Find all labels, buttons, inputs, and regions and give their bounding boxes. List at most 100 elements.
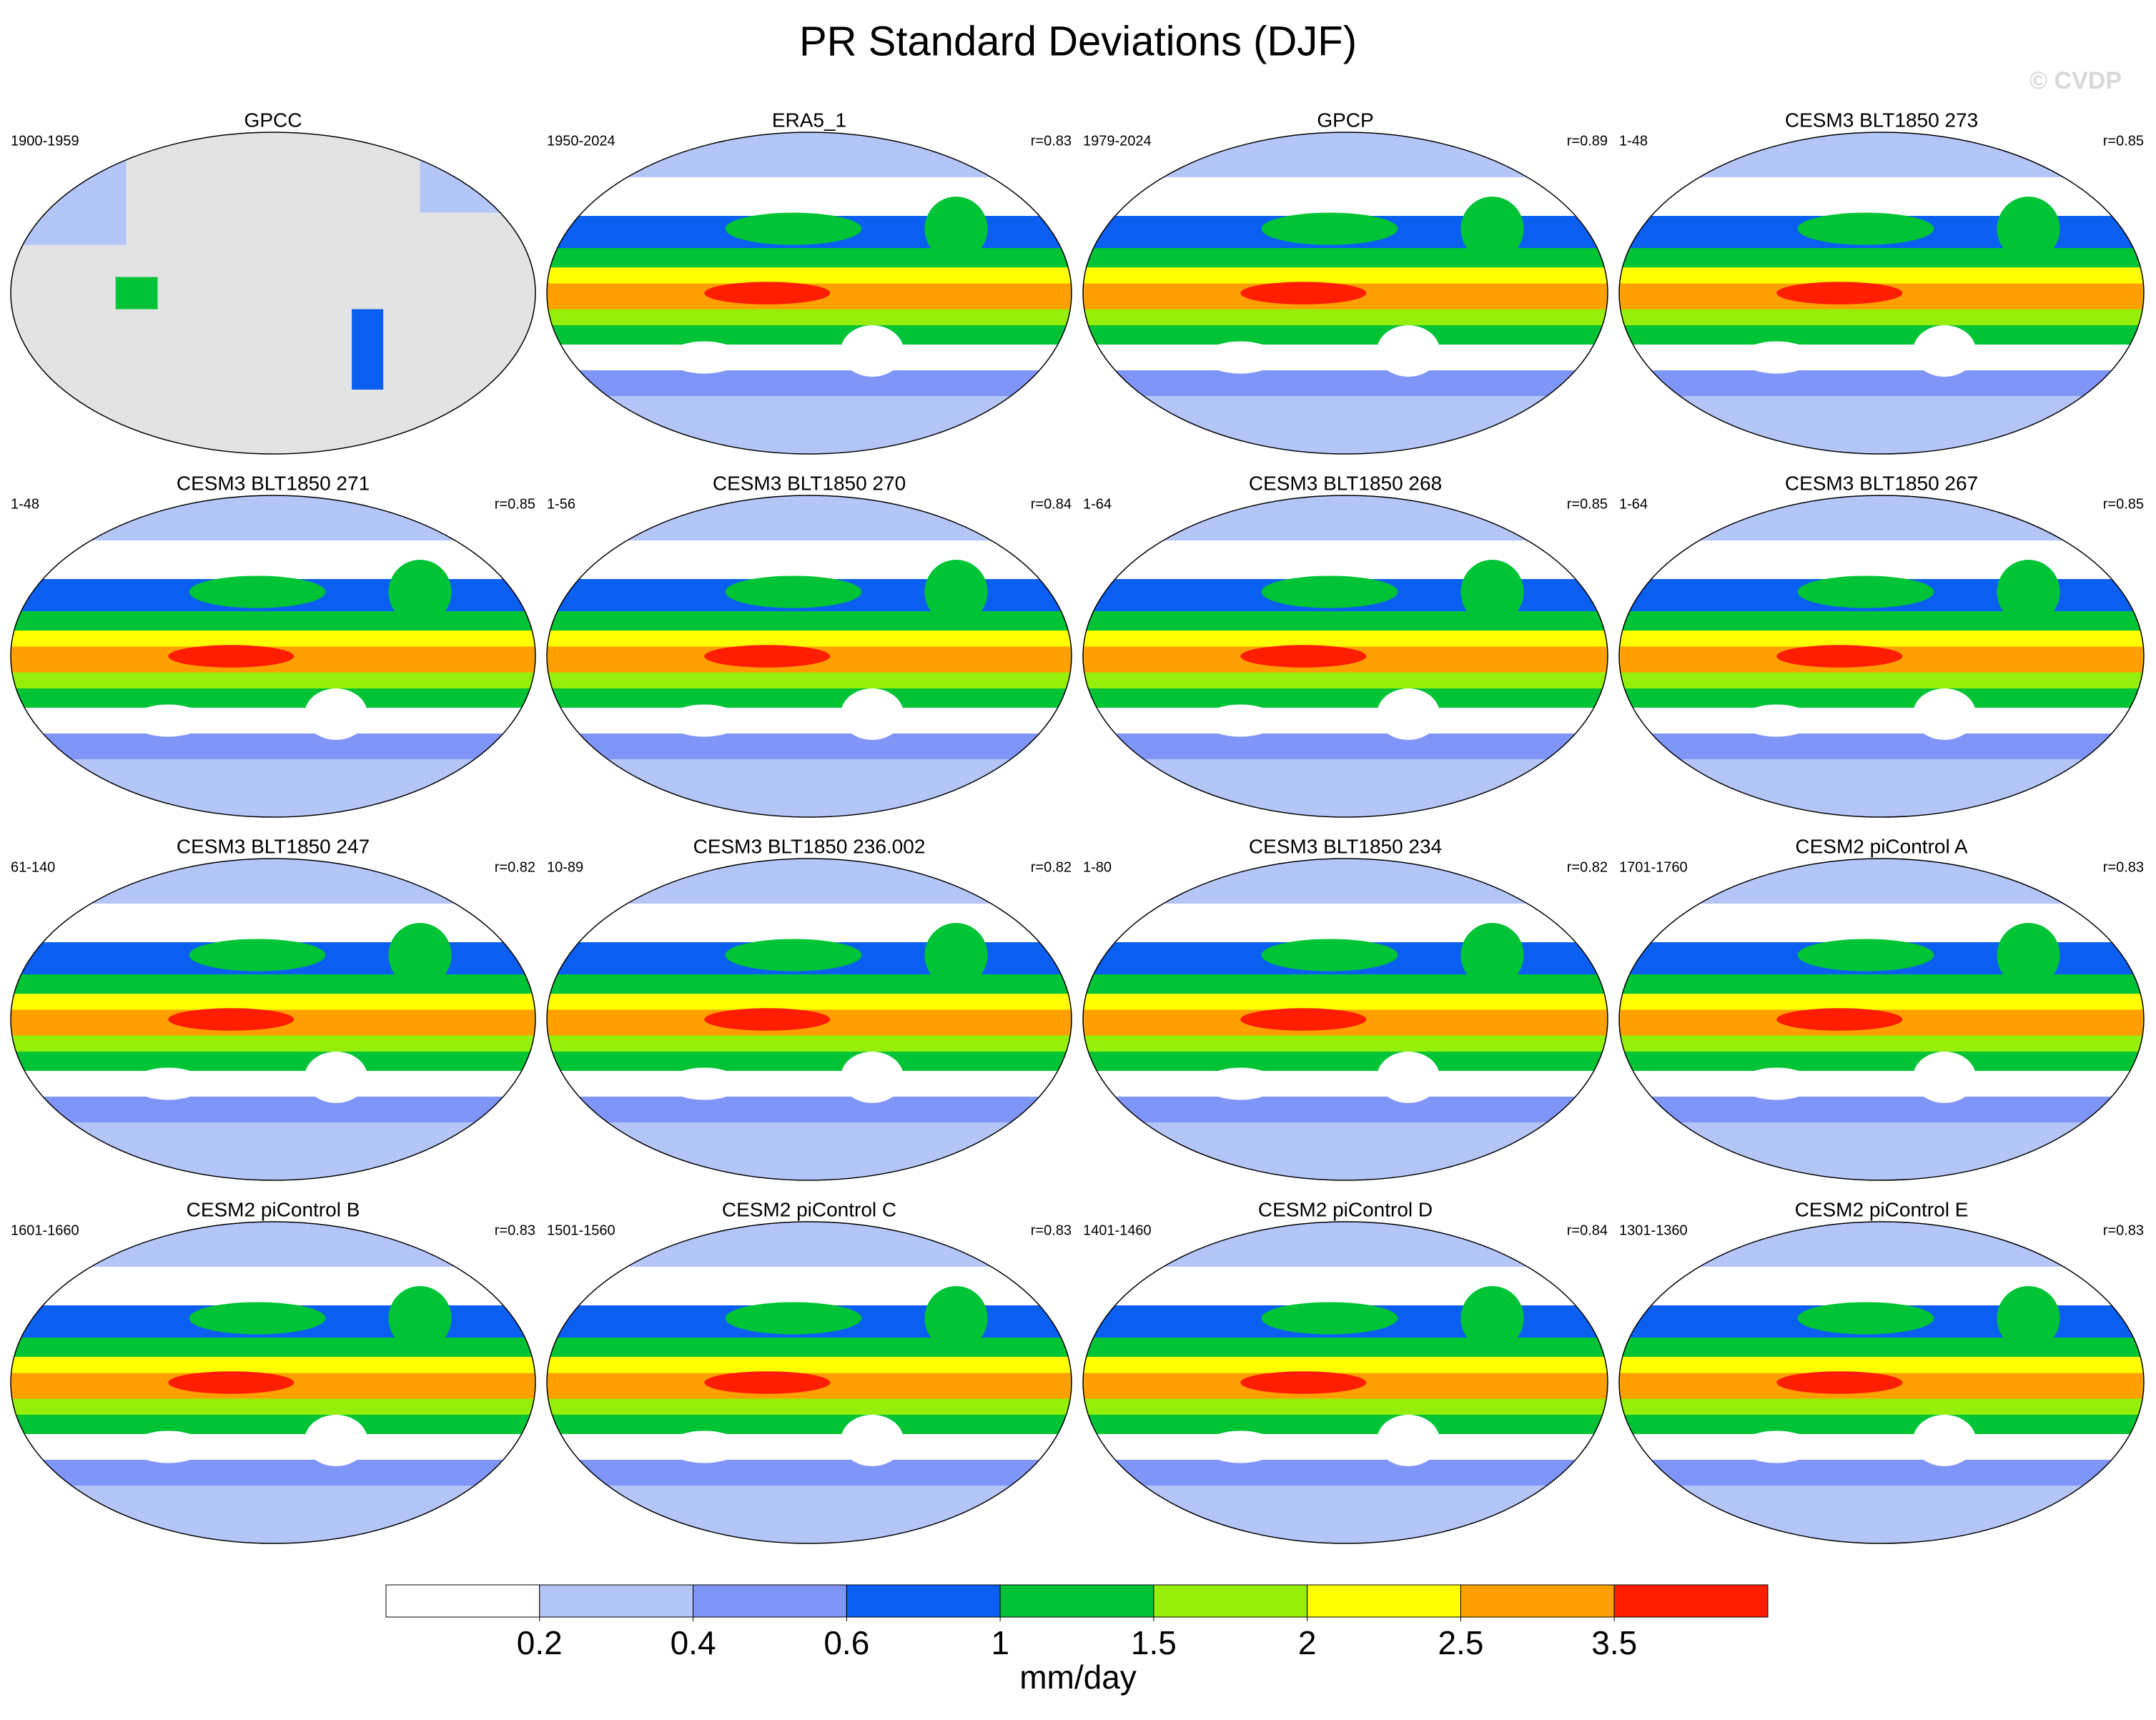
map-band [547,309,1072,325]
map-feature [189,939,326,972]
map-band [1083,904,1608,942]
map-band [1619,1267,2144,1305]
panel-period: 61-140 [11,859,55,875]
map-feature [667,1430,741,1463]
map-feature [168,1371,295,1394]
colorbar-tick-label: 2 [1298,1624,1317,1661]
map [11,1222,535,1543]
map-feature [1240,1371,1367,1394]
map-band [547,345,1072,370]
panel-title: CESM2 piControl E [1795,1198,1969,1220]
map-band [547,267,1072,284]
map-band [1619,759,2144,817]
map-feature [1203,1067,1277,1100]
map-border [546,132,1072,455]
panel-period: 1-56 [547,496,575,512]
map-feature [1913,688,1977,740]
map-band [11,495,535,540]
map-feature [1460,923,1524,987]
map-feature [1377,325,1440,377]
map-feature [189,575,326,608]
map-band [1083,132,1608,177]
map-feature [1997,1286,2060,1350]
map-band [11,1071,535,1097]
map-band [1083,396,1608,454]
map-band [1083,495,1608,540]
panel-period: 1-64 [1619,496,1648,512]
colorbar-tick-label: 2.5 [1438,1624,1483,1661]
map-feature [1377,1052,1440,1103]
map-feature [924,1286,988,1350]
map [1083,495,1608,817]
map [1619,1222,2144,1543]
map-band [1083,611,1608,631]
panel-title: GPCC [244,109,302,131]
map-band [11,1267,535,1305]
map-band [547,1035,1072,1052]
map-band [11,1035,535,1052]
map-band [11,1222,535,1267]
map-band [1619,370,2144,396]
colorbar-box [693,1584,847,1618]
map-band [547,1071,1072,1097]
map-feature [1261,575,1398,608]
map-border [10,495,536,818]
map-band [1083,1357,1608,1373]
map-band [1619,325,2144,345]
map-band [11,1460,535,1486]
map-band [1619,248,2144,267]
map-feature [131,1067,205,1100]
colorbar-tick-label: 0.2 [517,1624,563,1661]
map-border [10,858,536,1181]
panel-correlation: r=0.82 [1031,859,1072,875]
map-band [11,1398,535,1415]
map-feature [725,575,862,608]
map-band [1619,1052,2144,1071]
map-band [547,370,1072,396]
panel-correlation: r=0.83 [2103,859,2144,875]
panel-title: CESM2 piControl A [1795,835,1968,857]
map [11,495,535,817]
map-band [1619,631,2144,647]
map-feature [1739,1067,1814,1100]
panel-correlation: r=0.84 [1567,1222,1608,1238]
map-band [1619,859,2144,904]
map [1619,495,2144,817]
map-band [547,495,1072,540]
map-band [1619,345,2144,370]
map [1083,132,1608,454]
map-feature [1460,560,1524,624]
map-band [1619,1122,2144,1180]
map-band [1619,177,2144,216]
colorbar-box [1153,1584,1308,1618]
map-feature [1997,197,2060,261]
figure-title: PR Standard Deviations (DJF) [799,18,1357,64]
map-band [1619,132,2144,177]
map-band [1619,495,2144,540]
panel-period: 1-48 [1619,133,1648,149]
map-feature [305,1415,368,1466]
map-band [1619,1398,2144,1415]
map-band [1083,1338,1608,1357]
map-band [11,1338,535,1357]
map-border [1618,495,2145,818]
map-feature [924,197,988,261]
map [547,1222,1072,1543]
colorbar-tick-label: 1.5 [1131,1624,1177,1661]
map-band [11,708,535,733]
map-band [1083,267,1608,284]
map-feature [1913,1415,1977,1466]
panel-period: 1-80 [1083,859,1112,875]
map-border [1082,495,1608,818]
map-feature [1377,688,1440,740]
map-band [11,611,535,631]
map-border [1082,858,1608,1181]
map-border [10,1221,536,1544]
map-band [1619,1222,2144,1267]
map-band [1619,1357,2144,1373]
map-band [1083,370,1608,396]
map-band [1083,540,1608,579]
map-band [1619,904,2144,942]
panel-correlation: r=0.82 [495,859,535,875]
map-band [1619,1071,2144,1097]
